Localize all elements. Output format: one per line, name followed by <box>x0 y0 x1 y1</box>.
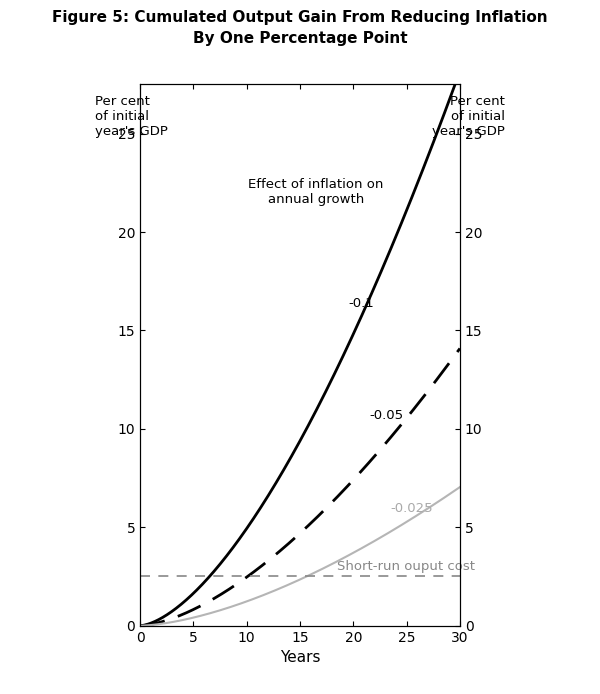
Text: -0.1: -0.1 <box>348 297 374 310</box>
Text: Per cent
of initial
year's GDP: Per cent of initial year's GDP <box>432 95 505 138</box>
Text: Per cent
of initial
year's GDP: Per cent of initial year's GDP <box>95 95 168 138</box>
Text: Effect of inflation on
annual growth: Effect of inflation on annual growth <box>248 178 383 205</box>
Text: -0.025: -0.025 <box>391 502 433 514</box>
Text: Figure 5: Cumulated Output Gain From Reducing Inflation
By One Percentage Point: Figure 5: Cumulated Output Gain From Red… <box>52 10 548 46</box>
Text: Short-run ouput cost: Short-run ouput cost <box>337 559 475 573</box>
Text: -0.05: -0.05 <box>369 409 403 422</box>
X-axis label: Years: Years <box>280 650 320 665</box>
